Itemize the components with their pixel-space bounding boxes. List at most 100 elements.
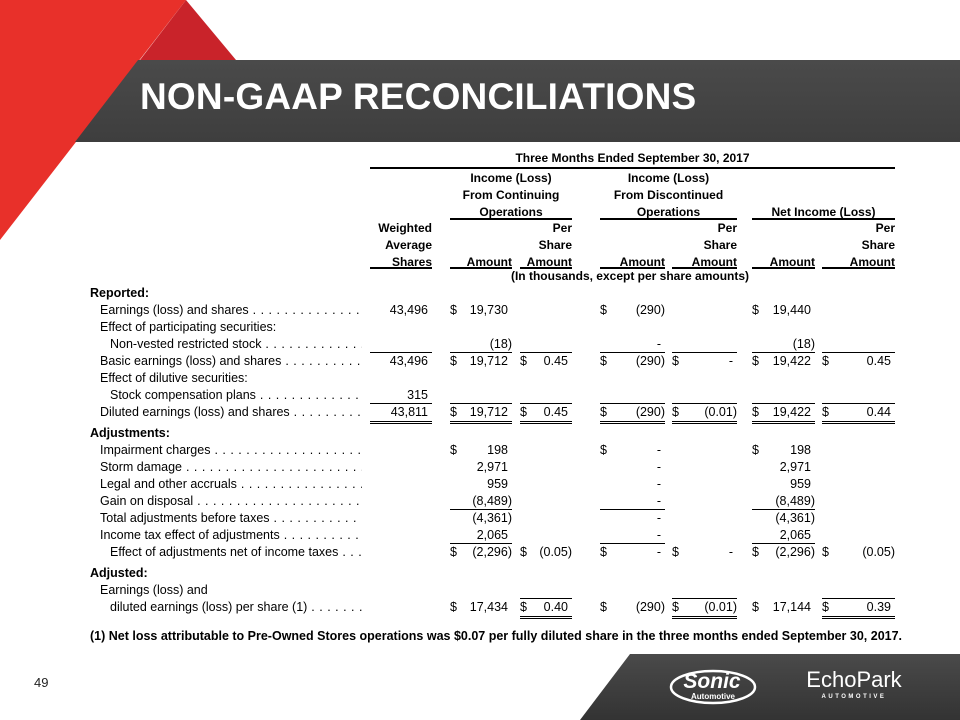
group-header: Net Income (Loss) — [771, 205, 876, 219]
table-cell: $19,730 — [450, 302, 512, 319]
title-band — [75, 60, 960, 142]
cell-value: - — [656, 494, 661, 508]
dollar-sign: $ — [752, 443, 759, 457]
table-cell: $ (290) — [600, 302, 665, 319]
table-cell: - — [600, 509, 665, 527]
dollar-sign: $ — [450, 545, 457, 559]
column-header: Amount — [691, 255, 737, 269]
dollar-sign: $ — [752, 405, 759, 419]
column-header: Amount — [849, 255, 895, 269]
dollar-sign: $ — [822, 354, 829, 368]
cell-value: 959 — [790, 477, 811, 491]
cell-value: 2,971 — [476, 460, 508, 474]
table-cell: $0.39 — [822, 598, 895, 619]
row-label: Gain on disposal — [100, 493, 362, 510]
column-header: Per — [552, 221, 572, 235]
cell-value: 19,730 — [469, 303, 508, 317]
row-label: Diluted earnings (loss) and shares — [100, 404, 362, 421]
table-cell: $0.40 — [520, 598, 572, 619]
dollar-sign: $ — [672, 545, 679, 559]
dollar-sign: $ — [600, 600, 607, 614]
row-label: Adjusted: — [90, 566, 148, 580]
column-rule — [600, 267, 665, 269]
cell-value: (290) — [635, 354, 665, 368]
cell-value: (0.01) — [704, 600, 737, 614]
cell-value: (8,489) — [775, 494, 815, 508]
dollar-sign: $ — [450, 443, 457, 457]
column-header: Per — [717, 221, 737, 235]
group-header: From Discontinued — [613, 188, 724, 202]
column-header: Amount — [769, 255, 815, 269]
row-label: Impairment charges — [100, 442, 362, 459]
cell-value: 315 — [407, 388, 428, 402]
table-cell: $198 — [752, 442, 815, 459]
cell-value: 0.45 — [543, 354, 568, 368]
table-cell: 315 — [370, 387, 432, 404]
dollar-sign: $ — [450, 303, 457, 317]
table-cell: $ (0.01) — [672, 598, 737, 619]
dollar-sign: $ — [752, 354, 759, 368]
dollar-sign: $ — [672, 354, 679, 368]
table-cell: (4,361) — [450, 509, 512, 527]
cell-value: (4,361) — [472, 511, 512, 525]
dollar-sign: $ — [752, 600, 759, 614]
dollar-sign: $ — [822, 545, 829, 559]
row-label: Reported: — [90, 286, 150, 300]
table-cell: - — [600, 493, 665, 510]
column-rule — [822, 267, 895, 269]
column-rule — [672, 267, 737, 269]
table-cell: $ (290) — [600, 599, 665, 616]
cell-value: 2,065 — [476, 528, 508, 542]
row-label: Earnings (loss) and shares — [100, 302, 362, 319]
cell-value: - — [656, 511, 661, 525]
table-cell: $19,712 — [450, 403, 512, 424]
column-header: Share — [861, 238, 895, 252]
column-rule — [752, 267, 815, 269]
table-cell: $17,144 — [752, 599, 815, 616]
cell-value: 198 — [487, 443, 508, 457]
echopark-logo-text: EchoPark — [806, 667, 902, 692]
cell-value: - — [656, 443, 661, 457]
column-header: Amount — [619, 255, 665, 269]
column-header: Shares — [391, 255, 432, 269]
table-cell: $ (290) — [600, 403, 665, 424]
cell-value: 17,434 — [469, 600, 508, 614]
cell-value: 43,496 — [389, 354, 428, 368]
table-cell: (18) — [752, 336, 815, 353]
column-header: Weighted — [378, 221, 432, 235]
column-rule — [520, 267, 572, 269]
table-cell: 2,971 — [752, 459, 815, 476]
row-label: Effect of adjustments net of income taxe… — [110, 544, 362, 561]
dollar-sign: $ — [450, 354, 457, 368]
row-label: Income tax effect of adjustments — [100, 527, 362, 544]
column-header: Average — [385, 238, 432, 252]
cell-value: 0.45 — [543, 405, 568, 419]
column-rule — [450, 267, 512, 269]
table-cell: $ (0.05) — [520, 544, 572, 561]
cell-value: 17,144 — [772, 600, 811, 614]
cell-value: 43,496 — [389, 303, 428, 317]
column-header: Share — [703, 238, 737, 252]
group-rule — [450, 218, 572, 220]
logo-band — [580, 654, 960, 720]
table-cell: - — [600, 336, 665, 353]
dollar-sign: $ — [822, 405, 829, 419]
row-label: Storm damage — [100, 459, 362, 476]
table-cell: 2,971 — [450, 459, 512, 476]
table-cell: 43,811 — [370, 403, 432, 424]
table-cell: $ (0.05) — [822, 544, 895, 561]
table-cell: $ (2,296) — [450, 543, 512, 561]
period-rule — [370, 167, 895, 169]
dollar-sign: $ — [450, 405, 457, 419]
dollar-sign: $ — [520, 354, 527, 368]
dollar-sign: $ — [600, 354, 607, 368]
table-cell: 2,065 — [450, 527, 512, 544]
group-header: Income (Loss) — [470, 171, 552, 185]
dollar-sign: $ — [752, 545, 759, 559]
table-cell: (4,361) — [752, 509, 815, 527]
column-header: Amount — [526, 255, 572, 269]
table-cell: $0.45 — [520, 352, 572, 370]
cell-value: - — [656, 528, 661, 542]
table-cell: $0.45 — [822, 352, 895, 370]
table-cell: - — [600, 459, 665, 476]
